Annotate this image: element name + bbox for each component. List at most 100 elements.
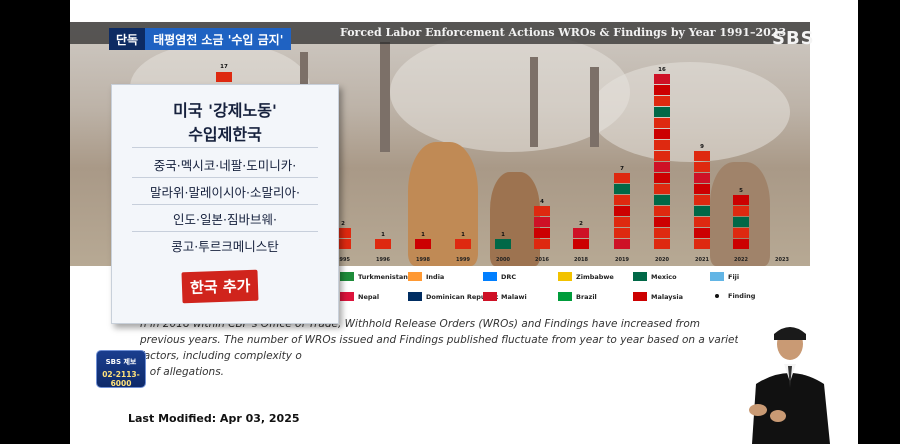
bar-flag-segment	[614, 184, 630, 194]
bar-flag-segment	[654, 74, 670, 84]
legend-swatch	[633, 272, 647, 281]
bar-count-label: 1	[381, 232, 385, 238]
legend-swatch	[408, 292, 422, 301]
legend-label: Nepal	[358, 292, 380, 301]
legend-label: Malawi	[501, 292, 527, 301]
legend-swatch	[483, 292, 497, 301]
legend-item: Fiji	[710, 272, 739, 281]
bar-flag-segment	[694, 228, 710, 238]
bar-flag-segment	[614, 195, 630, 205]
bar-flag-segment	[694, 151, 710, 161]
year-tick-label: 2019	[615, 257, 629, 263]
year-tick-label: 1996	[376, 257, 390, 263]
legend-swatch	[340, 292, 354, 301]
year-tick-label: 2000	[496, 257, 510, 263]
legend-label: India	[426, 272, 445, 281]
legend-swatch	[483, 272, 497, 281]
legend-swatch	[715, 294, 719, 298]
bar-flag-segment	[694, 206, 710, 216]
annotation-flag	[216, 72, 232, 82]
exclusive-label: 단독	[109, 28, 146, 50]
headline-text: 태평염전 소금 '수입 금지'	[145, 28, 292, 50]
card-title-line1: 미국 '강제노동'	[173, 101, 277, 120]
bar-flag-segment	[534, 217, 550, 227]
bar-flag-segment	[694, 239, 710, 249]
bar-count-label: 4	[540, 199, 544, 205]
legend-item: DRC	[483, 272, 516, 281]
legend-item: Turkmenistan	[340, 272, 408, 281]
bar-flag-segment	[654, 173, 670, 183]
legend-label: Fiji	[728, 272, 740, 281]
legend-label: Malaysia	[651, 292, 683, 301]
bar-flag-segment	[654, 118, 670, 128]
sign-language-interpreter	[738, 318, 842, 444]
year-tick-label: 1998	[416, 257, 430, 263]
bar-flag-segment	[654, 228, 670, 238]
bar-flag-segment	[733, 228, 749, 238]
body-line-3: e of allegations.	[140, 366, 225, 378]
bar-flag-segment	[614, 206, 630, 216]
legend-item: India	[408, 272, 444, 281]
bar-flag-segment	[654, 107, 670, 117]
legend-label: Brazil	[576, 292, 597, 301]
page-body-text: n in 2018 within CBP's Office of Trade, …	[140, 316, 800, 380]
bar-count-label: 1	[461, 232, 465, 238]
legend-label: DRC	[501, 272, 517, 281]
bar-flag-segment	[534, 228, 550, 238]
bar-flag-segment	[654, 239, 670, 249]
legend-item: Malawi	[483, 292, 527, 301]
legend-label: Zimbabwe	[576, 272, 614, 281]
bar-flag-segment	[733, 239, 749, 249]
legend-item: Malaysia	[633, 292, 683, 301]
year-tick-label: 1995	[336, 257, 350, 263]
bar-flag-segment	[654, 151, 670, 161]
year-tick-label: 2018	[574, 257, 588, 263]
report-phone: 02-2113-6000	[102, 370, 140, 388]
sbs-report-badge: SBS 제보 02-2113-6000	[96, 350, 146, 388]
card-countries-row1: 중국·멕시코·네팔·도미니카·	[153, 158, 297, 173]
bar-flag-segment	[654, 217, 670, 227]
legend-label: Mexico	[651, 272, 677, 281]
bar-flag-segment	[495, 239, 511, 249]
legend-item: Dominican Republic	[408, 292, 499, 301]
bar-flag-segment	[654, 85, 670, 95]
bar-flag-segment	[654, 96, 670, 106]
bar-flag-segment	[335, 239, 351, 249]
year-tick-label: 2020	[655, 257, 669, 263]
bar-flag-segment	[654, 129, 670, 139]
bar-flag-segment	[654, 162, 670, 172]
legend-swatch	[408, 272, 422, 281]
last-modified: Last Modified: Apr 03, 2025	[128, 412, 300, 425]
forced-labor-chart: Forced Labor Enforcement Actions WROs & …	[70, 22, 810, 332]
year-tick-label: 2021	[695, 257, 709, 263]
card-countries-row4: 콩고·투르크메니스탄	[171, 239, 279, 254]
bar-flag-segment	[694, 162, 710, 172]
bar-count-label: 2	[341, 221, 345, 227]
bar-flag-segment	[654, 206, 670, 216]
headline-tag: 단독 태평염전 소금 '수입 금지'	[109, 28, 292, 50]
bar-flag-segment	[455, 239, 471, 249]
bar-flag-segment	[335, 228, 351, 238]
legend-item: Nepal	[340, 292, 379, 301]
bar-count-label: 9	[700, 144, 704, 150]
bar-flag-segment	[534, 239, 550, 249]
sbs-logo: SBS	[772, 28, 815, 49]
card-countries-row3: 인도·일본·짐바브웨·	[173, 212, 277, 227]
legend-swatch	[340, 272, 354, 281]
card-countries-row2: 말라위·말레이시아·소말리아·	[150, 185, 300, 200]
legend-label: Turkmenistan	[358, 272, 408, 281]
info-card: 미국 '강제노동' 수입제한국 중국·멕시코·네팔·도미니카· 말라위·말레이시…	[111, 84, 339, 324]
legend-item: Mexico	[633, 272, 677, 281]
bar-flag-segment	[733, 217, 749, 227]
bar-flag-segment	[614, 173, 630, 183]
bar-flag-segment	[733, 206, 749, 216]
bar-flag-segment	[654, 184, 670, 194]
annotation-count-label: 17	[220, 64, 228, 70]
bar-flag-segment	[573, 239, 589, 249]
bar-flag-segment	[694, 173, 710, 183]
legend-swatch	[558, 292, 572, 301]
year-tick-label: 2016	[535, 257, 549, 263]
bar-flag-segment	[614, 217, 630, 227]
body-line-2: previous years. The number of WROs issue…	[140, 334, 759, 362]
card-title-line2: 수입제한국	[188, 125, 262, 144]
